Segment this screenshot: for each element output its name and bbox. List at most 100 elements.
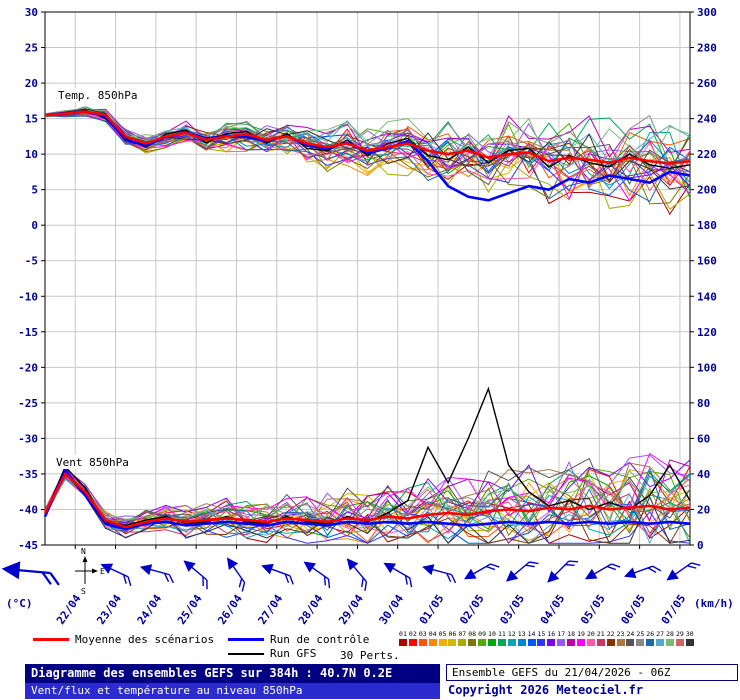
pert-cell: 11 <box>497 630 507 646</box>
pert-cell: 06 <box>447 630 457 646</box>
pert-number: 14 <box>527 630 536 638</box>
right-tick-label: 120 <box>697 326 717 339</box>
legend-control-label: Run de contrôle <box>270 633 370 646</box>
wind-barb-icon <box>547 560 579 583</box>
wind-barb-icon <box>139 564 174 584</box>
pert-swatch <box>497 639 506 646</box>
ensemble-member-line <box>44 462 691 527</box>
wind-barb-icon <box>1 561 60 586</box>
pert-swatch <box>557 639 566 646</box>
pert-swatch <box>616 639 625 646</box>
pert-number: 13 <box>517 630 526 638</box>
left-tick-label: 10 <box>25 148 38 161</box>
pert-cell: 04 <box>428 630 438 646</box>
pert-number: 07 <box>458 630 467 638</box>
pert-cell: 23 <box>616 630 626 646</box>
compass-e: E <box>100 567 105 576</box>
compass-icon: N E S <box>75 547 105 596</box>
control-run-line <box>44 110 691 202</box>
wind-barb-icon <box>464 563 500 580</box>
compass-s: S <box>81 587 86 596</box>
pert-swatch <box>438 639 447 646</box>
wind-barb-icon <box>505 561 539 582</box>
pert-swatch <box>606 639 615 646</box>
pert-swatch <box>567 639 576 646</box>
pert-swatch <box>576 639 585 646</box>
legend-mean: Moyenne des scénarios <box>33 633 214 646</box>
pert-cell: 07 <box>457 630 467 646</box>
pert-cell: 27 <box>655 630 665 646</box>
left-tick-label: -10 <box>18 290 38 303</box>
left-tick-label: -40 <box>18 503 38 516</box>
pert-cell: 24 <box>625 630 635 646</box>
pert-swatch <box>537 639 546 646</box>
pert-cell: 13 <box>517 630 527 646</box>
wind-barb-icon <box>100 563 132 586</box>
legend-mean-label: Moyenne des scénarios <box>75 633 215 646</box>
pert-number: 26 <box>646 630 655 638</box>
wind-barb-icon <box>422 564 457 584</box>
pert-swatch <box>398 639 407 646</box>
wind-barb-icon <box>383 562 413 588</box>
pert-number: 12 <box>507 630 516 638</box>
mean-line <box>43 471 691 529</box>
right-tick-label: 40 <box>697 468 710 481</box>
pert-cell: 17 <box>556 630 566 646</box>
temp-panel-series: Temp. 850hPa <box>44 88 691 216</box>
control-run-line <box>43 467 691 531</box>
pert-swatch <box>478 639 487 646</box>
pert-swatch <box>487 639 496 646</box>
wind-barb-icon <box>261 563 294 585</box>
perts-count-text: 30 Perts. <box>340 649 400 662</box>
right-tick-label: 140 <box>697 290 717 303</box>
pert-cell: 14 <box>527 630 537 646</box>
pert-number: 02 <box>408 630 417 638</box>
pert-cell: 18 <box>566 630 576 646</box>
pert-number: 16 <box>547 630 556 638</box>
pert-swatch <box>448 639 457 646</box>
pert-number: 09 <box>478 630 486 638</box>
pert-number: 23 <box>616 630 625 638</box>
compass-n: N <box>81 547 86 556</box>
run-info: Ensemble GEFS du 21/04/2026 - 06Z <box>446 664 738 681</box>
panel-label-bg <box>56 88 144 102</box>
perturbation-color-key: 01 02 03 04 05 06 07 08 09 10 11 12 13 14 15 16 17 18 19 20… <box>398 630 695 646</box>
pert-cell: 22 <box>606 630 616 646</box>
legend-gfs-label: Run GFS <box>270 647 317 660</box>
pert-number: 05 <box>438 630 447 638</box>
ensemble-member-line <box>44 472 691 544</box>
pert-cell: 25 <box>635 630 645 646</box>
pert-cell: 01 <box>398 630 408 646</box>
wind-barb-icon <box>666 562 701 581</box>
copyright-text: Copyright 2026 Meteociel.fr <box>448 683 644 697</box>
right-tick-label: 240 <box>697 113 717 126</box>
pert-cell: 10 <box>487 630 497 646</box>
pert-number: 24 <box>626 630 635 638</box>
pert-number: 03 <box>418 630 427 638</box>
pert-cell: 28 <box>665 630 675 646</box>
wind-panel-series: Vent 850hPa <box>43 386 691 545</box>
pert-cell: 12 <box>507 630 517 646</box>
legend-control: Run de contrôle <box>228 633 369 646</box>
pert-swatch <box>468 639 477 646</box>
right-tick-label: 100 <box>697 361 717 374</box>
wind-barb-icon <box>624 565 662 579</box>
pert-number: 04 <box>428 630 437 638</box>
pert-swatch <box>646 639 655 646</box>
left-tick-label: 30 <box>25 6 38 19</box>
left-tick-label: 25 <box>25 42 38 55</box>
pert-swatch <box>596 639 605 646</box>
pert-number: 11 <box>497 630 506 638</box>
pert-number: 25 <box>636 630 645 638</box>
diagram-subtitle: Vent/flux et température au niveau 850hP… <box>25 683 440 699</box>
pert-swatch <box>517 639 526 646</box>
footer: Diagramme des ensembles GEFS sur 384h : … <box>0 664 740 700</box>
pert-number: 08 <box>468 630 477 638</box>
pert-swatch <box>685 639 694 646</box>
pert-swatch <box>527 639 536 646</box>
pert-number: 28 <box>666 630 674 638</box>
pert-swatch <box>458 639 467 646</box>
pert-cell: 21 <box>596 630 606 646</box>
left-unit-label: (°C) <box>6 597 33 610</box>
